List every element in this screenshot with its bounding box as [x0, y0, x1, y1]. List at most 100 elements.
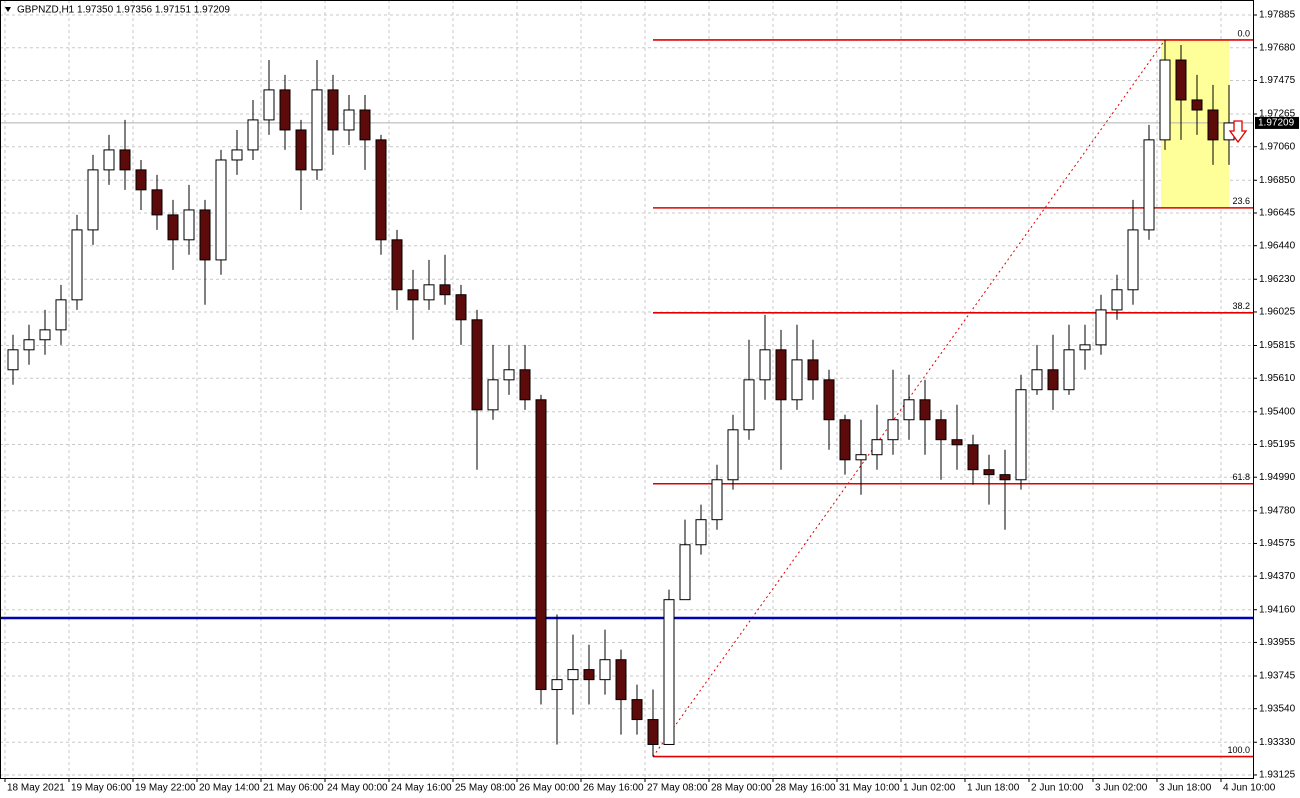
- y-tick-label: 1.96440: [1259, 240, 1296, 251]
- candle-body: [567, 669, 579, 681]
- candle-body: [983, 469, 995, 476]
- y-tick-label: 1.95815: [1259, 340, 1296, 351]
- fibo-level-label: 100.0: [1227, 745, 1250, 755]
- candle-body: [695, 519, 707, 546]
- sell-arrow: [1228, 120, 1248, 144]
- candle-body: [583, 669, 595, 681]
- candle-body: [903, 399, 915, 421]
- candle-body: [1063, 349, 1075, 391]
- candle-body: [455, 294, 467, 321]
- candle-body: [55, 299, 67, 331]
- candle-body: [343, 109, 355, 131]
- x-tick-label: 26 May 16:00: [583, 783, 644, 794]
- fibo-level-label: 38.2: [1232, 301, 1250, 311]
- x-tick-label: 19 May 06:00: [71, 783, 132, 794]
- candle-body: [1111, 289, 1123, 311]
- candle-body: [1095, 309, 1107, 346]
- candle-body: [263, 89, 275, 121]
- candle-body: [663, 599, 675, 745]
- candle-body: [407, 289, 419, 301]
- candle-body: [711, 479, 723, 521]
- y-tick-label: 1.93330: [1259, 737, 1296, 748]
- x-tick-label: 19 May 22:00: [135, 783, 196, 794]
- candle-body: [791, 359, 803, 401]
- candle-body: [295, 129, 307, 171]
- candle-body: [775, 349, 787, 401]
- candle-body: [119, 149, 131, 171]
- y-tick-label: 1.95195: [1259, 439, 1296, 450]
- candle-body: [599, 659, 611, 681]
- x-tick-label: 3 Jun 02:00: [1095, 783, 1148, 794]
- candle-body: [935, 419, 947, 441]
- y-tick-label: 1.94370: [1259, 571, 1296, 582]
- candle-body: [7, 349, 19, 371]
- y-tick-label: 1.95400: [1259, 406, 1296, 417]
- candle-body: [167, 214, 179, 241]
- y-tick-label: 1.97475: [1259, 75, 1296, 86]
- chart-title: GBPNZD,H1 1.97350 1.97356 1.97151 1.9720…: [17, 5, 230, 16]
- last-price-box: [1255, 116, 1299, 129]
- x-tick-label: 18 May 2021: [7, 783, 65, 794]
- candle-body: [359, 109, 371, 141]
- y-tick-label: 1.94990: [1259, 472, 1296, 483]
- candle-body: [743, 379, 755, 431]
- y-tick-label: 1.93745: [1259, 671, 1296, 682]
- fibo-level-label: 23.6: [1232, 196, 1250, 206]
- candle-body: [535, 399, 547, 691]
- candle-body: [1079, 344, 1091, 351]
- candle-body: [151, 189, 163, 216]
- candle-body: [471, 319, 483, 411]
- candle-body: [1175, 59, 1187, 101]
- y-tick-label: 1.93955: [1259, 637, 1296, 648]
- candle-body: [423, 284, 435, 301]
- candle-body: [1159, 59, 1171, 141]
- candle-body: [487, 379, 499, 411]
- x-tick-label: 25 May 08:00: [455, 783, 516, 794]
- candle-body: [951, 439, 963, 446]
- candle-body: [183, 209, 195, 241]
- candle-body: [1047, 369, 1059, 391]
- y-tick-label: 1.96850: [1259, 175, 1296, 186]
- x-tick-label: 2 Jun 10:00: [1031, 783, 1084, 794]
- y-tick-label: 1.94780: [1259, 505, 1296, 516]
- candle-body: [1191, 99, 1203, 111]
- candle-body: [839, 419, 851, 461]
- candle-body: [375, 139, 387, 241]
- x-tick-label: 24 May 00:00: [327, 783, 388, 794]
- candle-body: [919, 399, 931, 421]
- symbol-menu-icon[interactable]: [5, 7, 11, 12]
- candle-body: [199, 209, 211, 261]
- candle-body: [871, 439, 883, 456]
- candle-body: [231, 149, 243, 161]
- y-tick-label: 1.96230: [1259, 274, 1296, 285]
- x-tick-label: 1 Jun 18:00: [967, 783, 1020, 794]
- candle-body: [519, 369, 531, 401]
- candle-body: [551, 679, 563, 691]
- candle-body: [807, 359, 819, 381]
- fibo-level-label: 61.8: [1232, 472, 1250, 482]
- candle-body: [999, 474, 1011, 481]
- fibo-level-label: 0.0: [1237, 28, 1250, 38]
- candle-body: [103, 149, 115, 171]
- candle-body: [967, 444, 979, 471]
- candle-body: [87, 169, 99, 231]
- x-tick-label: 31 May 10:00: [839, 783, 900, 794]
- candle-body: [247, 119, 259, 151]
- x-tick-label: 28 May 16:00: [775, 783, 836, 794]
- candle-body: [279, 89, 291, 131]
- y-tick-label: 1.97060: [1259, 141, 1296, 152]
- candle-body: [823, 379, 835, 421]
- candle-body: [71, 229, 83, 301]
- y-tick-label: 1.96025: [1259, 307, 1296, 318]
- y-tick-label: 1.97265: [1259, 109, 1296, 120]
- x-tick-label: 27 May 08:00: [647, 783, 708, 794]
- candle-body: [1143, 139, 1155, 231]
- last-price-label: 1.97209: [1258, 118, 1295, 129]
- x-tick-label: 21 May 06:00: [263, 783, 324, 794]
- y-tick-label: 1.95610: [1259, 373, 1296, 384]
- x-tick-label: 4 Jun 10:00: [1223, 783, 1276, 794]
- candle-body: [39, 329, 51, 341]
- plot-frame: [0, 0, 1254, 779]
